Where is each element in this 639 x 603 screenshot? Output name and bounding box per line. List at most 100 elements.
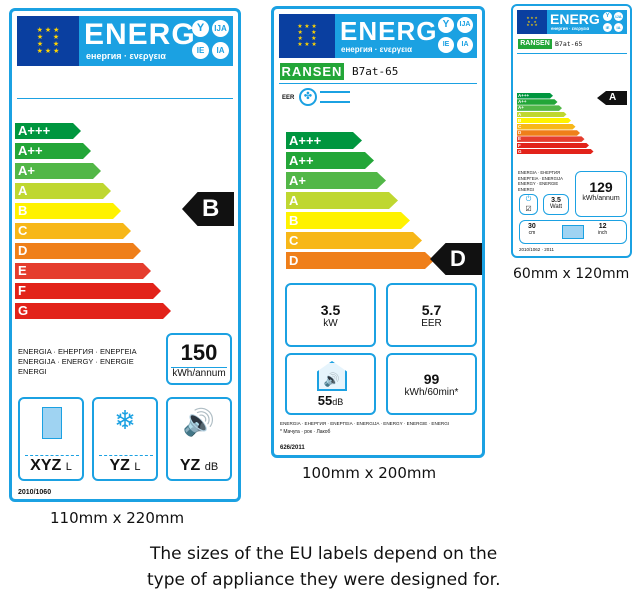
efficiency-class-label: B xyxy=(289,213,299,228)
consumption-box: 129 kWh/annum xyxy=(575,171,627,217)
lang-circle-ija: IJA xyxy=(614,12,623,21)
house-speaker-icon: 🔊 xyxy=(317,361,347,391)
efficiency-bar-5: C xyxy=(286,232,422,249)
consumption-unit: kWh/60min* xyxy=(404,387,459,398)
efficiency-class-label: D xyxy=(518,130,522,136)
power-icon: ⏻ xyxy=(525,196,532,203)
efficiency-bar-3: A xyxy=(286,192,398,209)
energy-banner: ENERG енергия · ενεργεια Y IJA IE IA xyxy=(79,16,233,66)
efficiency-bar-6: D xyxy=(15,243,141,259)
model-name: B7at-65 xyxy=(555,40,583,48)
efficiency-bar-1: A++ xyxy=(286,152,374,169)
regulation-number: 2010/1060 xyxy=(18,489,52,496)
efficiency-bar-2: A+ xyxy=(15,163,101,179)
brand-rule xyxy=(517,53,627,54)
noise-box: 🔊 55dB xyxy=(285,353,376,415)
eer-label: EER xyxy=(282,95,295,101)
efficiency-bar-1: A++ xyxy=(15,143,91,159)
capacity-box: 3.5 kW xyxy=(285,283,376,347)
efficiency-class-label: B xyxy=(18,203,28,218)
eer-value: 5.7 xyxy=(421,302,442,318)
lang-circle-ia: IA xyxy=(457,37,473,53)
rating-indicator: A xyxy=(597,91,627,105)
languages-text: ENERGIA · ЕНЕРГИЯ · ΕΝΕΡΓΕΙΑ · ENERGIJA … xyxy=(280,421,450,426)
lang-circle-ija: IJA xyxy=(457,17,473,33)
label-header: ★ ★ ★ ★ ★ ★ ★ ★ ★ ★ ENERG енергия · ενεργει… xyxy=(17,16,233,66)
eu-flag-icon: ★ ★ ★ ★ ★ ★ ★ ★ ★ ★ xyxy=(279,14,335,58)
efficiency-class-label: C xyxy=(18,223,28,238)
efficiency-class-label: A xyxy=(289,193,299,208)
efficiency-bar-3: A xyxy=(517,112,567,118)
lang-circle-ija: IJA xyxy=(212,20,229,37)
efficiency-bar-4: B xyxy=(517,118,571,124)
eu-flag-icon: ★ ★ ★ ★ ★ ★ ★ ★ xyxy=(517,10,547,34)
consumption-value: 99 xyxy=(423,371,440,387)
brand-rule xyxy=(279,83,477,84)
efficiency-bar-4: B xyxy=(15,203,121,219)
efficiency-class-label: D xyxy=(289,253,299,268)
footer-text-line1: The sizes of the EU labels depend on the xyxy=(150,544,498,564)
lang-circle-y: Y xyxy=(192,20,209,37)
efficiency-class-label: A++ xyxy=(518,99,527,105)
noise-box: 🔊 YZ dB xyxy=(166,397,232,481)
efficiency-bar-9: G xyxy=(517,149,594,155)
label-header: ★ ★ ★ ★ ★ ★ ★ ★ ★ ★ ENERG енергия · ενεργει… xyxy=(279,14,477,58)
airflow-icon xyxy=(320,91,350,103)
efficiency-class-label: A+++ xyxy=(18,123,51,138)
regulation-number: 626/2011 xyxy=(280,445,305,451)
label-header: ★ ★ ★ ★ ★ ★ ★ ★ ENERG енергия · ενεργεια Y… xyxy=(517,10,627,34)
checkbox-icon: ☑ xyxy=(525,206,532,213)
lang-circle-ie: IE xyxy=(438,37,454,53)
efficiency-class-label: A++ xyxy=(18,143,43,158)
energy-label-small: ★ ★ ★ ★ ★ ★ ★ ★ ENERG енергия · ενεργεια Y… xyxy=(511,4,632,258)
efficiency-bar-3: A xyxy=(15,183,111,199)
model-name: B7at-65 xyxy=(352,65,399,78)
energ-title: ENERG xyxy=(550,11,600,27)
efficiency-bar-4: B xyxy=(286,212,410,229)
efficiency-class-label: C xyxy=(289,233,299,248)
size-caption-medium: 100mm x 200mm xyxy=(302,464,437,482)
header-rule xyxy=(17,98,233,99)
brand-logo: RANSEN xyxy=(518,39,552,49)
capacity-unit: kW xyxy=(323,318,338,329)
diagonal-box: 30 cm 12 inch xyxy=(519,220,627,244)
eer-unit: EER xyxy=(421,318,442,329)
efficiency-class-label: A++ xyxy=(289,153,314,168)
languages-text: ENERGIA · ЕНЕРГИЯ ΕΝΕΡΓΕΙΑ · ENERGIJA EN… xyxy=(518,170,563,192)
lang-circle-ie: IE xyxy=(192,42,209,59)
efficiency-class-label: E xyxy=(18,263,27,278)
efficiency-class-label: A+ xyxy=(18,163,35,178)
rating-letter: D xyxy=(450,246,466,271)
power-unit: Watt xyxy=(549,204,563,210)
energ-subtitle: енергия · ενεργεια xyxy=(86,51,166,61)
rating-indicator: B xyxy=(182,192,234,226)
efficiency-bar-0: A+++ xyxy=(15,123,81,139)
power-box: 3.5 Watt xyxy=(543,194,569,215)
efficiency-class-label: G xyxy=(518,148,522,154)
efficiency-class-label: G xyxy=(18,303,29,318)
size-caption-small: 60mm x 120mm xyxy=(513,266,630,282)
speaker-icon: 🔊 xyxy=(182,407,216,437)
power-button-box: ⏻ ☑ xyxy=(519,194,538,215)
energy-banner: ENERG енергия · ενεργεια Y IJA IE IA xyxy=(335,14,477,58)
rating-letter: A xyxy=(609,92,617,103)
efficiency-class-label: A+++ xyxy=(518,93,530,98)
rating-indicator: D xyxy=(430,243,482,275)
lang-circle-ie: IE xyxy=(603,23,612,32)
efficiency-bar-2: A+ xyxy=(517,105,562,111)
consumption-value: 150 xyxy=(180,340,218,365)
noise-unit: dB xyxy=(204,461,219,473)
efficiency-class-label: A+++ xyxy=(289,133,322,148)
efficiency-bar-7: E xyxy=(517,136,585,142)
diagonal-inch-value: 12 xyxy=(598,223,607,230)
efficiency-class-label: A xyxy=(518,111,522,117)
efficiency-bar-2: A+ xyxy=(286,172,386,189)
freezer-box: ❄ YZ L xyxy=(92,397,158,481)
capacity-value: 3.5 xyxy=(320,302,341,318)
volume-value: XYZ xyxy=(30,457,62,474)
diagonal-cm-value: 30 xyxy=(528,223,536,230)
efficiency-class-label: C xyxy=(518,124,522,129)
consumption-unit: kWh/annum xyxy=(582,195,620,202)
energ-title: ENERG xyxy=(340,16,438,46)
efficiency-bar-9: G xyxy=(15,303,171,319)
